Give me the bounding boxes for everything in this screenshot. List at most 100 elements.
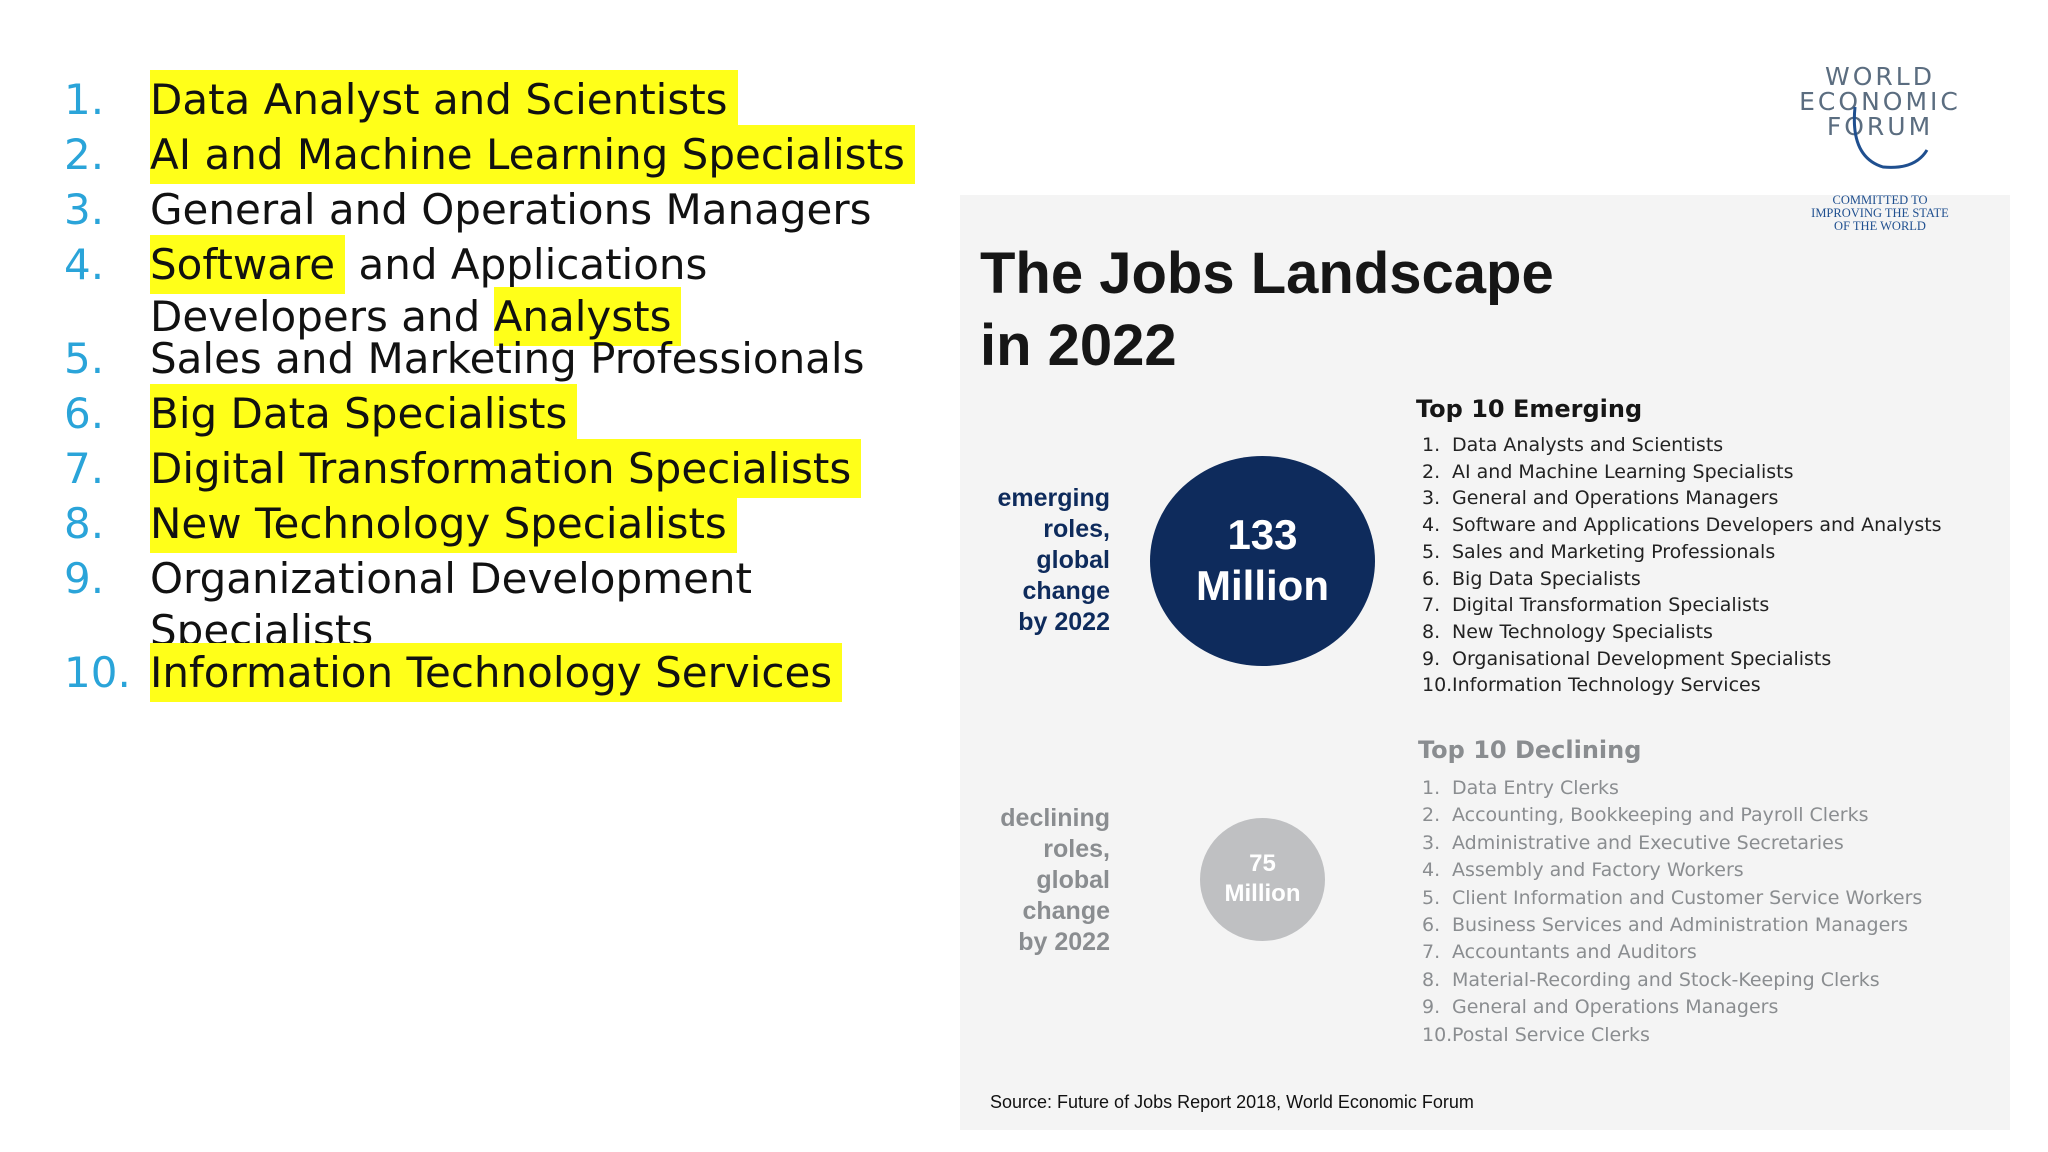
title-line-2: in 2022 [980,313,1177,378]
caption-line: by 2022 [1018,928,1110,956]
source-note: Source: Future of Jobs Report 2018, Worl… [990,1092,1474,1112]
list-item: 10.Information Technology Services [1422,672,1942,699]
list-item-text: Big Data Specialists [1452,567,1641,590]
caption-line: change [1022,897,1110,925]
declining-list-title: Top 10 Declining [1418,736,1642,764]
list-item-number: 8. [1422,968,1441,991]
list-item-number: 10. [1422,1023,1453,1046]
caption-line: by 2022 [1018,608,1110,636]
left-list-number: 3. [64,185,105,234]
list-item-text: Software and Applications Developers and… [1452,514,1942,537]
caption-line: change [1022,577,1110,605]
logo-tagline-3: OF THE WORLD [1834,219,1926,233]
left-list-number: 6. [64,389,105,438]
left-list-number: 4. [64,240,105,289]
left-list-text: Sales and Marketing Professionals [150,333,930,385]
highlighted-text: AI and Machine Learning Specialists [150,125,915,184]
left-list-number: 7. [64,444,105,493]
list-item-text: Business Services and Administration Man… [1452,914,1909,937]
list-item-text: Data Analysts and Scientists [1452,434,1724,456]
list-item-number: 10. [1422,674,1453,697]
declining-list: 1. Data Entry Clerks 2. Accounting, Bookkee… [1422,775,1922,1049]
plain-text: Developers and [150,292,494,341]
list-item-text: Sales and Marketing Professionals [1452,540,1776,563]
list-item-text: AI and Machine Learning Specialists [1452,460,1794,483]
emerging-list-title: Top 10 Emerging [1416,395,1643,423]
left-list-text: Information Technology Services [150,643,930,702]
left-list-number: 10. [64,648,131,697]
list-item-text: Organisational Development Specialists [1452,647,1832,670]
list-item: 1. Data Entry Clerks [1422,775,1922,802]
left-job-list: 1. Data Analyst and Scientists 2. AI and Ma… [0,0,960,1152]
highlighted-text: Software [150,235,346,294]
list-item-text: Client Information and Customer Service … [1452,886,1923,909]
logo-tagline-2: IMPROVING THE STATE [1811,206,1949,220]
list-item: 3. Administrative and Executive Secretari… [1422,830,1922,857]
plain-text: General and Operations Managers [150,185,872,234]
infographic-panel [960,195,2010,1130]
list-item-number: 5. [1422,886,1441,909]
list-item-number: 5. [1422,540,1441,563]
logo-line-world: WORLD [1825,62,1935,91]
list-item-number: 8. [1422,620,1441,643]
highlighted-text: Analysts [493,287,682,346]
highlighted-text: New Technology Specialists [150,494,737,553]
list-item-number: 2. [1422,804,1441,827]
list-item: 6. Big Data Specialists [1422,566,1942,593]
left-list-text: Data Analyst and Scientists [150,70,930,129]
list-item-number: 1. [1422,777,1441,799]
list-item: 3. General and Operations Managers [1422,485,1942,512]
wef-logo: WORLD ECONOMIC FORUM COMMITTED TO IMPROV… [1795,62,1965,242]
list-item: 4. Assembly and Factory Workers [1422,857,1922,884]
list-item: 8. New Technology Specialists [1422,619,1942,646]
declining-value: 75 [1249,850,1276,877]
logo-line-economic: ECONOMIC [1799,87,1961,116]
list-item-text: Administrative and Executive Secretaries [1452,831,1844,854]
list-item: 6. Business Services and Administration M… [1422,912,1922,939]
list-item-number: 9. [1422,996,1441,1019]
list-item: 9. General and Operations Managers [1422,994,1922,1021]
emerging-list: 1. Data Analysts and Scientists 2. AI and M… [1422,432,1942,699]
list-item-text: New Technology Specialists [1452,620,1713,643]
list-item-text: Information Technology Services [1452,674,1761,697]
left-list-number: 2. [64,130,105,179]
title-line-1: The Jobs Landscape [980,241,1554,306]
left-list-number: 1. [64,75,105,124]
list-item-number: 3. [1422,487,1441,510]
plain-text: and Applications [345,240,708,289]
list-item: 8. Material-Recording and Stock-Keeping C… [1422,967,1922,994]
declining-unit: Million [1224,880,1301,907]
logo-line-forum: FORUM [1826,112,1934,141]
caption-line: global [1036,546,1110,574]
left-list-text: Software and Applications Developers and … [150,235,930,346]
left-list-text: Digital Transformation Specialists [150,439,930,498]
list-item-number: 4. [1422,514,1441,537]
declining-circle: 75 Million [1200,818,1325,941]
list-item-text: Accountants and Auditors [1452,941,1697,964]
list-item-number: 1. [1422,434,1441,456]
emerging-unit: Million [1196,562,1329,609]
left-list-text: General and Operations Managers [150,184,930,236]
left-list-text: Organizational Development Specialists [150,553,930,657]
emerging-circle: 133 Million [1150,456,1375,666]
list-item-number: 9. [1422,647,1441,670]
caption-line: roles, [1043,515,1110,543]
list-item-number: 3. [1422,831,1441,854]
list-item: 2. AI and Machine Learning Specialists [1422,459,1942,486]
list-item-text: Digital Transformation Specialists [1452,594,1770,617]
infographic-title: The Jobs Landscape in 2022 [980,238,1554,382]
left-list-text: AI and Machine Learning Specialists [150,125,930,184]
list-item: 7. Accountants and Auditors [1422,939,1922,966]
caption-line: roles, [1043,835,1110,863]
list-item-text: Material-Recording and Stock-Keeping Cle… [1452,968,1880,991]
list-item: 1. Data Analysts and Scientists [1422,432,1942,459]
caption-line: declining [1000,804,1110,832]
highlighted-text: Information Technology Services [150,643,843,702]
left-list-text: New Technology Specialists [150,494,930,553]
list-item-text: Postal Service Clerks [1452,1023,1650,1046]
list-item-text: Assembly and Factory Workers [1452,859,1744,882]
list-item: 5. Sales and Marketing Professionals [1422,539,1942,566]
list-item-text: General and Operations Managers [1452,996,1779,1019]
caption-line: global [1036,866,1110,894]
list-item-number: 2. [1422,460,1441,483]
